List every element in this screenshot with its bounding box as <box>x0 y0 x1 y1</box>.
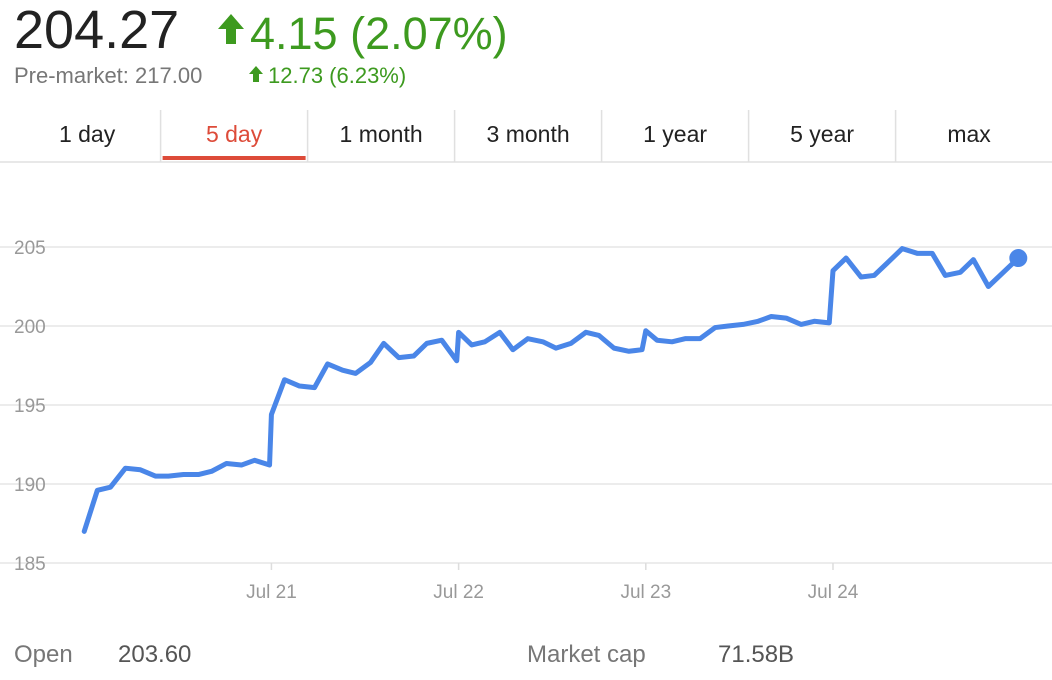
tab[interactable]: 5 day <box>159 110 306 162</box>
tab-label: 1 year <box>643 121 707 147</box>
chart: 185 190 195 200 205 Jul 21 Jul 22 Jul 23 Jul 24 <box>0 238 1052 603</box>
stats: Open 203.60 Market cap 71.58B <box>14 641 794 668</box>
y-tick-label: 190 <box>14 475 46 496</box>
tab-label: 5 day <box>206 121 263 147</box>
price-change: 4.15 (2.07%) <box>250 8 508 59</box>
tab[interactable]: 5 year <box>747 110 855 162</box>
y-tick-label: 205 <box>14 238 46 259</box>
stat-label: Open <box>14 641 73 668</box>
tab-label: 1 month <box>340 121 423 147</box>
tab-underline <box>162 156 306 160</box>
y-tick-label: 195 <box>14 396 46 417</box>
premarket-change: 12.73 (6.23%) <box>268 63 406 88</box>
tab-label: 1 day <box>59 121 116 147</box>
y-tick-label: 185 <box>14 554 46 575</box>
last-point <box>1009 249 1028 268</box>
price: 204.27 <box>14 0 179 60</box>
tab[interactable]: 1 day <box>59 121 116 147</box>
x-tick-label: Jul 24 <box>808 582 859 603</box>
x-tick-label: Jul 21 <box>246 582 297 603</box>
tab-label: 5 year <box>790 121 854 147</box>
tab-bar: 1 day 5 day 1 month 3 month 1 year 5 year max <box>59 110 991 162</box>
x-tick-label: Jul 23 <box>620 582 671 603</box>
y-tick-label: 200 <box>14 317 46 338</box>
tab[interactable]: max <box>894 110 992 162</box>
tab-label: 3 month <box>487 121 570 147</box>
price-line <box>81 246 1021 534</box>
stat-value: 71.58B <box>718 641 794 668</box>
up-arrow <box>218 14 244 44</box>
tab[interactable]: 1 month <box>306 110 423 162</box>
tab-label: max <box>947 121 991 147</box>
tab[interactable]: 1 year <box>600 110 708 162</box>
stat-value: 203.60 <box>118 641 191 668</box>
up-arrow-small <box>249 66 263 82</box>
tab[interactable]: 3 month <box>453 110 570 162</box>
premarket-price: Pre-market: 217.00 <box>14 63 202 88</box>
stat-label: Market cap <box>527 641 646 668</box>
x-tick-label: Jul 22 <box>433 582 484 603</box>
